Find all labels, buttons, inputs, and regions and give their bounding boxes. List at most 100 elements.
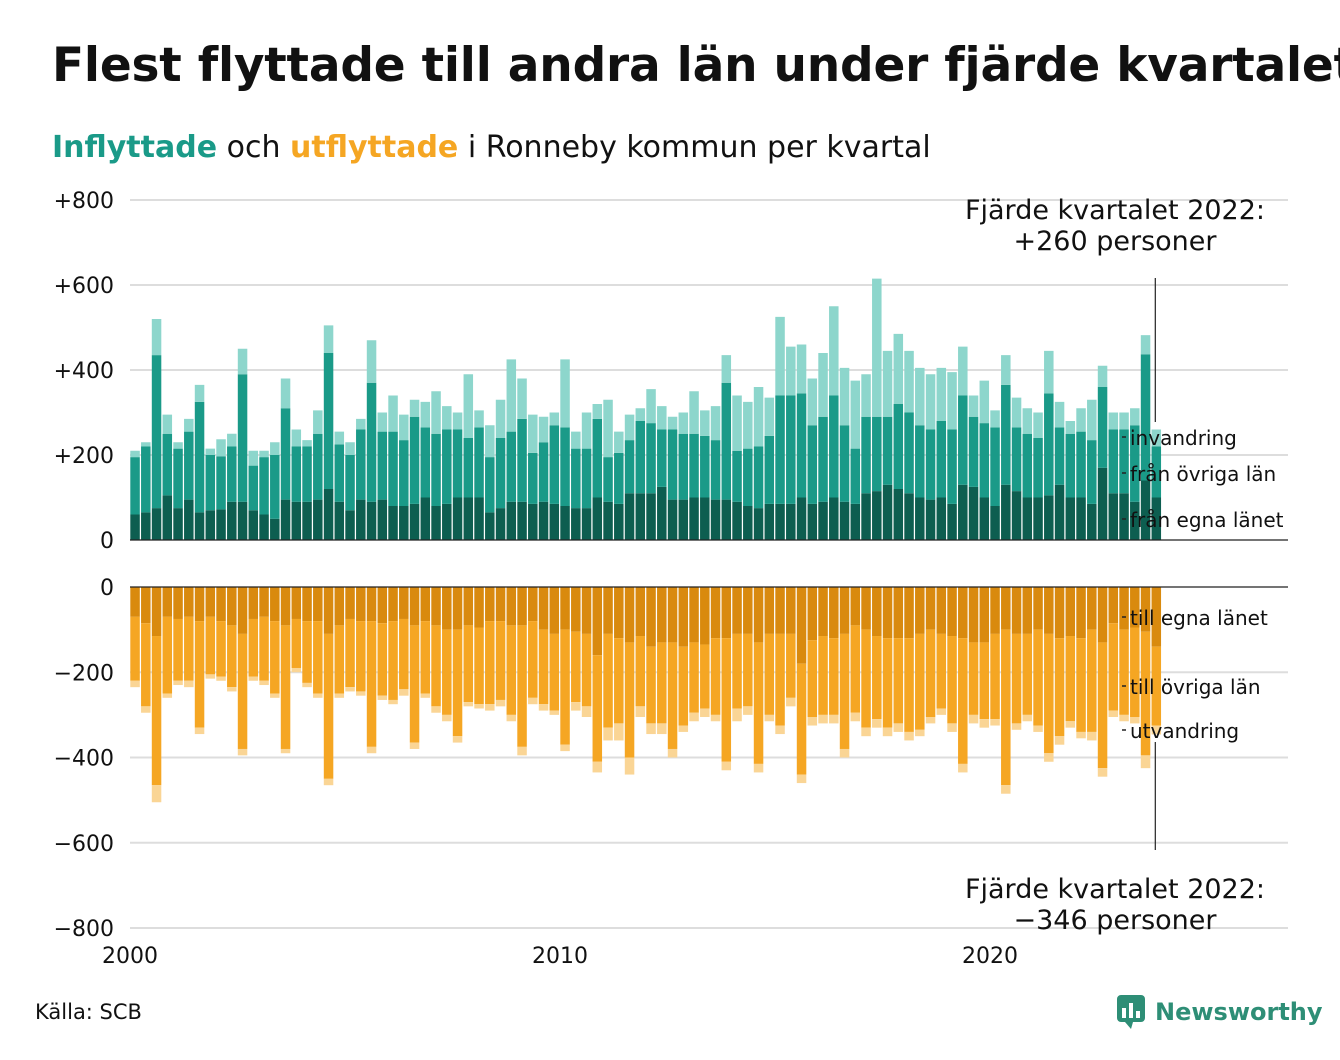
- outflow-bar: [194, 727, 205, 735]
- outflow-bar: [485, 704, 495, 711]
- inflow-bar: [517, 378, 527, 419]
- inflow-bar: [420, 427, 431, 498]
- outflow-bar: [700, 587, 710, 645]
- inflow-bar: [818, 353, 828, 417]
- inflow-bar: [334, 431, 345, 445]
- inflow-bar: [173, 508, 183, 540]
- outflow-bar: [162, 616, 173, 694]
- outflow-bar: [786, 587, 796, 634]
- x-tick-label: 2000: [102, 944, 158, 969]
- outflow-bar: [302, 587, 312, 622]
- outflow-bar: [1044, 753, 1054, 762]
- outflow-bar: [818, 636, 828, 715]
- inflow-bar: [646, 423, 656, 494]
- annotation-top-line1: Fjärde kvartalet 2022:: [965, 195, 1265, 226]
- outflow-bar: [700, 644, 710, 709]
- outflow-bar: [646, 587, 656, 647]
- inflow-bar: [431, 391, 441, 434]
- outflow-bar: [409, 742, 420, 749]
- inflow-bar: [839, 367, 850, 426]
- outflow-bar: [710, 714, 721, 722]
- outflow-bar: [495, 699, 506, 707]
- inflow-bar: [646, 493, 656, 540]
- outflow-bar: [130, 587, 140, 617]
- outflow-bar: [1108, 710, 1119, 718]
- outflow-bar: [657, 642, 667, 724]
- inflow-bar: [753, 446, 764, 509]
- outflow-bar: [571, 587, 581, 632]
- inflow-bar: [291, 501, 302, 540]
- outflow-bar: [399, 618, 409, 690]
- inflow-bar: [528, 503, 538, 540]
- annotation-bottom-line1: Fjärde kvartalet 2022:: [965, 874, 1265, 905]
- inflow-bar: [184, 418, 194, 432]
- inflow-bar: [968, 416, 979, 487]
- inflow-bar: [280, 408, 291, 500]
- outflow-bar: [872, 719, 882, 728]
- outflow-bar: [560, 744, 570, 752]
- inflow-bar: [474, 410, 484, 428]
- inflow-bar: [334, 501, 345, 540]
- outflow-bar: [915, 633, 925, 730]
- outflow-bar: [151, 587, 162, 637]
- inflow-bar: [753, 387, 764, 447]
- inflow-bar: [936, 497, 947, 540]
- outflow-bar: [624, 587, 635, 643]
- outflow-bar: [958, 763, 968, 773]
- inflow-bar: [1033, 438, 1043, 498]
- outflow-bar: [689, 587, 699, 643]
- inflow-bar: [194, 401, 205, 513]
- outflow-bar: [162, 587, 173, 617]
- outflow-bar: [227, 587, 237, 626]
- outflow-bar: [807, 717, 818, 726]
- outflow-bar: [904, 638, 914, 732]
- subtitle-connector: och: [226, 130, 281, 165]
- outflow-bar: [141, 623, 151, 707]
- inflow-bar: [1130, 408, 1140, 426]
- outflow-bar: [227, 625, 237, 688]
- inflow-bar: [495, 508, 506, 540]
- inflow-bar: [452, 497, 463, 540]
- outflow-bar: [1001, 629, 1011, 786]
- inflow-bar: [1151, 429, 1162, 447]
- inflow-bar: [1130, 425, 1140, 502]
- outflow-bar: [882, 727, 893, 737]
- outflow-bar: [474, 627, 484, 705]
- y-tick-label: −400: [54, 747, 114, 772]
- inflow-bar: [614, 431, 624, 453]
- inflow-bar: [979, 497, 990, 540]
- inflow-bar: [743, 506, 753, 540]
- inflow-bar: [710, 440, 721, 500]
- outflow-bar: [1108, 623, 1119, 711]
- inflow-bar: [560, 427, 570, 506]
- outflow-bar: [431, 587, 441, 626]
- inflow-bar: [151, 508, 162, 540]
- y-tick-label: +200: [54, 444, 114, 469]
- inflow-bar: [732, 501, 742, 540]
- inflow-bar: [549, 425, 560, 504]
- outflow-bar: [291, 587, 302, 619]
- outflow-bar: [807, 640, 818, 718]
- inflow-bar: [366, 340, 377, 383]
- inflow-bar: [786, 503, 796, 540]
- inflow-bar: [1001, 484, 1011, 540]
- inflow-bar: [237, 501, 248, 540]
- outflow-bar: [1108, 587, 1119, 624]
- outflow-bar: [936, 633, 947, 709]
- inflow-bar: [581, 508, 592, 540]
- outflow-bar: [463, 587, 474, 626]
- legend-label: från egna länet: [1130, 508, 1284, 532]
- inflow-bar: [764, 397, 775, 436]
- inflow-bar: [1119, 412, 1129, 430]
- outflow-bar: [839, 748, 850, 758]
- inflow-bar: [829, 497, 839, 540]
- outflow-bar: [377, 623, 388, 696]
- inflow-bar: [1054, 401, 1065, 428]
- inflow-bar: [452, 429, 463, 498]
- inflow-bar: [1033, 497, 1043, 540]
- outflow-bar: [721, 761, 732, 771]
- inflow-bar: [1022, 497, 1033, 540]
- outflow-bar: [764, 714, 775, 722]
- inflow-bar: [194, 512, 205, 540]
- outflow-bar: [216, 587, 226, 622]
